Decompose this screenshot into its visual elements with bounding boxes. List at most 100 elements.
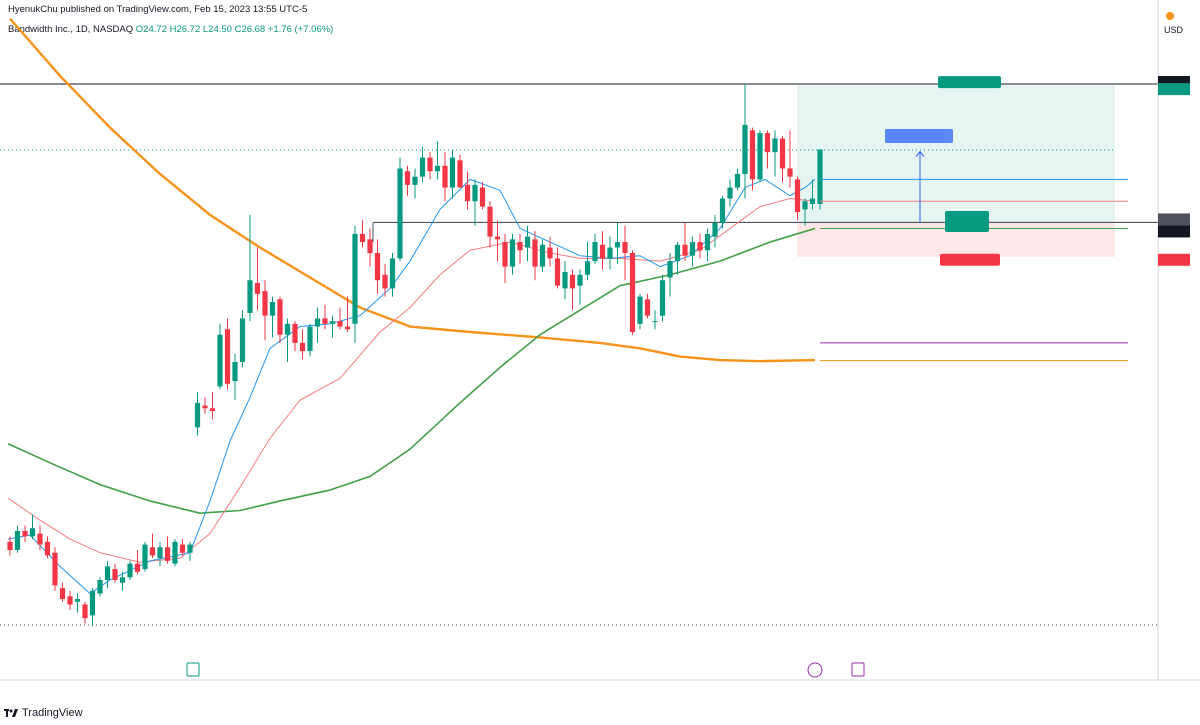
candle-body — [689, 242, 696, 256]
candle-body — [322, 318, 328, 324]
candle-body — [457, 160, 463, 188]
event-marker-icon — [186, 662, 200, 677]
candle-body — [7, 541, 13, 550]
candle-body — [217, 334, 223, 387]
candle-body — [599, 244, 606, 259]
candle-body — [629, 252, 636, 332]
ratio-label-bg — [945, 211, 989, 232]
candle-body — [269, 302, 276, 316]
candle-body — [569, 274, 576, 289]
candle-body — [509, 239, 516, 267]
candle-body — [74, 599, 81, 602]
candle-body — [29, 528, 36, 537]
candle-body — [607, 247, 613, 259]
candle-body — [802, 201, 808, 210]
candle-body — [502, 242, 508, 267]
stop-label-bg — [940, 253, 1000, 266]
event-marker-icon — [807, 662, 823, 678]
candle-body — [757, 133, 763, 180]
candle-body — [742, 124, 748, 174]
candle-body — [292, 323, 298, 343]
candle-body — [119, 577, 126, 583]
candle-body — [277, 299, 283, 335]
candle-body — [367, 239, 373, 253]
candle-body — [734, 173, 741, 188]
candle-body — [97, 579, 103, 594]
candle-body — [712, 223, 718, 237]
candle-body — [772, 138, 778, 153]
candle-body — [809, 198, 816, 204]
candle-body — [104, 566, 111, 580]
candle-body — [344, 326, 351, 330]
candle-body — [187, 544, 193, 553]
candle-body — [157, 547, 163, 559]
candle-body — [284, 323, 291, 335]
candle-body — [382, 274, 388, 289]
ohlc-low: L24.50 — [202, 24, 232, 35]
candle-body — [667, 261, 673, 278]
candle-body — [149, 547, 156, 556]
currency-label: USD — [1164, 25, 1184, 35]
candle-body — [232, 361, 238, 382]
candle-body — [307, 326, 313, 352]
price-tag-bg — [1158, 253, 1190, 266]
moving-averages — [7, 17, 816, 595]
candle-body — [704, 233, 711, 251]
candle-body — [404, 171, 411, 185]
candle-body — [22, 530, 28, 537]
candle-body — [652, 321, 658, 323]
candle-body — [434, 165, 441, 172]
candle-body — [254, 282, 261, 294]
candle-body — [194, 402, 201, 428]
candle-body — [592, 242, 598, 262]
candle-body — [659, 280, 666, 316]
footer: TradingView — [4, 707, 83, 719]
candle-body — [779, 138, 786, 169]
candle-body — [487, 206, 493, 237]
candle-body — [299, 342, 306, 352]
candle-body — [224, 329, 231, 384]
price-tag-bg — [1158, 83, 1190, 96]
candle-body — [637, 296, 643, 324]
candle-body — [577, 274, 583, 286]
candle-body — [794, 179, 801, 213]
candle-body — [262, 291, 268, 316]
candle-body — [329, 321, 336, 324]
candle-body — [247, 280, 253, 313]
candle-body — [472, 184, 478, 202]
profit-zone — [797, 85, 1115, 223]
candle-body — [787, 168, 793, 177]
target-label-bg — [938, 76, 1001, 89]
candle-body — [352, 233, 358, 324]
ohlc-change: +1.76 (+7.06%) — [267, 24, 334, 35]
candle-body — [179, 544, 186, 553]
measure-label-bg — [885, 129, 953, 143]
candle-body — [172, 541, 178, 564]
candle-body — [817, 149, 823, 204]
alert-dot[interactable] — [1166, 12, 1174, 20]
price-tag-bg — [1158, 213, 1190, 226]
price-tag-bg — [1158, 225, 1190, 238]
ohlc-open: O24.72 — [135, 24, 167, 35]
candle-body — [524, 236, 531, 248]
candle-body — [67, 596, 73, 605]
candle-body — [419, 157, 426, 177]
candle-body — [727, 187, 733, 199]
candle-body — [82, 604, 88, 619]
candle-body — [532, 239, 538, 267]
candle-body — [412, 176, 418, 185]
candle-body — [547, 247, 553, 259]
overlay-annotations — [186, 76, 1128, 678]
ema8-line — [7, 178, 816, 595]
symbol-name[interactable]: Bandwidth Inc., 1D, NASDAQ — [8, 24, 134, 35]
published-info: HyenukChu published on TradingView.com, … — [8, 4, 308, 15]
tradingview-brand: TradingView — [22, 707, 83, 719]
candle-body — [52, 552, 58, 586]
candle-body — [314, 318, 321, 327]
candle-body — [397, 168, 403, 259]
event-marker-icon — [851, 662, 865, 677]
candle-body — [14, 530, 21, 550]
candle-body — [359, 233, 366, 243]
candle-body — [142, 544, 148, 570]
